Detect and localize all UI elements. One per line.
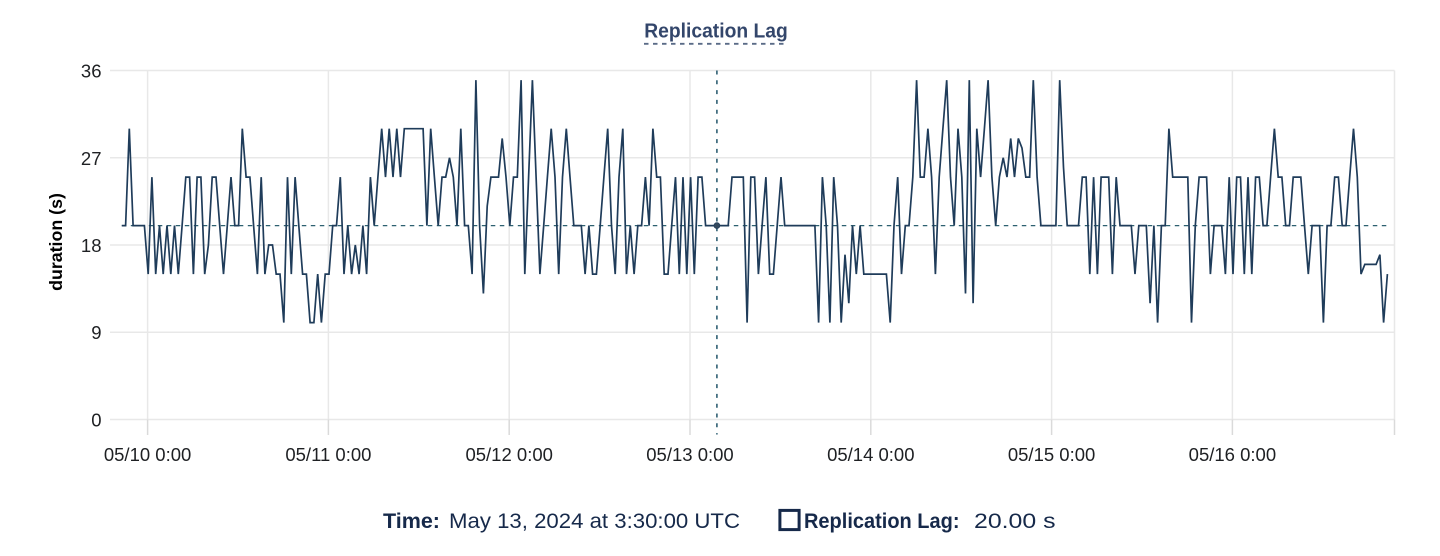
svg-text:20.00 s: 20.00 s bbox=[974, 509, 1056, 533]
svg-text:27: 27 bbox=[81, 148, 102, 169]
svg-text:05/10 0:00: 05/10 0:00 bbox=[104, 444, 191, 465]
svg-text:0: 0 bbox=[91, 410, 101, 431]
svg-text:05/11 0:00: 05/11 0:00 bbox=[285, 444, 371, 465]
svg-text:05/15 0:00: 05/15 0:00 bbox=[1008, 444, 1095, 465]
svg-text:36: 36 bbox=[81, 61, 102, 82]
svg-text:05/16 0:00: 05/16 0:00 bbox=[1189, 444, 1276, 465]
svg-text:May 13, 2024 at 3:30:00 UTC: May 13, 2024 at 3:30:00 UTC bbox=[449, 509, 740, 533]
svg-text:Replication Lag: Replication Lag bbox=[644, 20, 788, 43]
svg-text:duration (s): duration (s) bbox=[46, 193, 66, 291]
svg-text:Replication Lag:: Replication Lag: bbox=[804, 509, 960, 533]
svg-text:Time:: Time: bbox=[383, 509, 440, 533]
svg-text:9: 9 bbox=[91, 322, 101, 343]
svg-text:05/14 0:00: 05/14 0:00 bbox=[827, 444, 914, 465]
svg-text:05/13 0:00: 05/13 0:00 bbox=[646, 444, 733, 465]
svg-text:18: 18 bbox=[81, 235, 102, 256]
svg-text:05/12 0:00: 05/12 0:00 bbox=[465, 444, 552, 465]
